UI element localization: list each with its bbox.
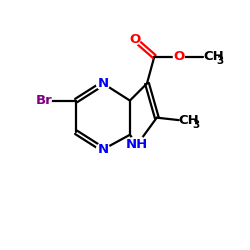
Text: 3: 3 (192, 120, 200, 130)
Circle shape (96, 143, 110, 156)
Text: N: N (98, 143, 108, 156)
Circle shape (129, 136, 146, 153)
Text: Br: Br (36, 94, 53, 107)
Circle shape (130, 34, 140, 45)
Circle shape (96, 77, 110, 90)
Circle shape (38, 94, 51, 108)
Text: 3: 3 (217, 56, 224, 66)
Text: N: N (98, 77, 108, 90)
Text: NH: NH (126, 138, 148, 151)
Text: O: O (129, 33, 140, 46)
Circle shape (174, 51, 184, 62)
Text: CH: CH (179, 114, 200, 126)
Text: O: O (173, 50, 184, 63)
Text: CH: CH (203, 50, 224, 63)
